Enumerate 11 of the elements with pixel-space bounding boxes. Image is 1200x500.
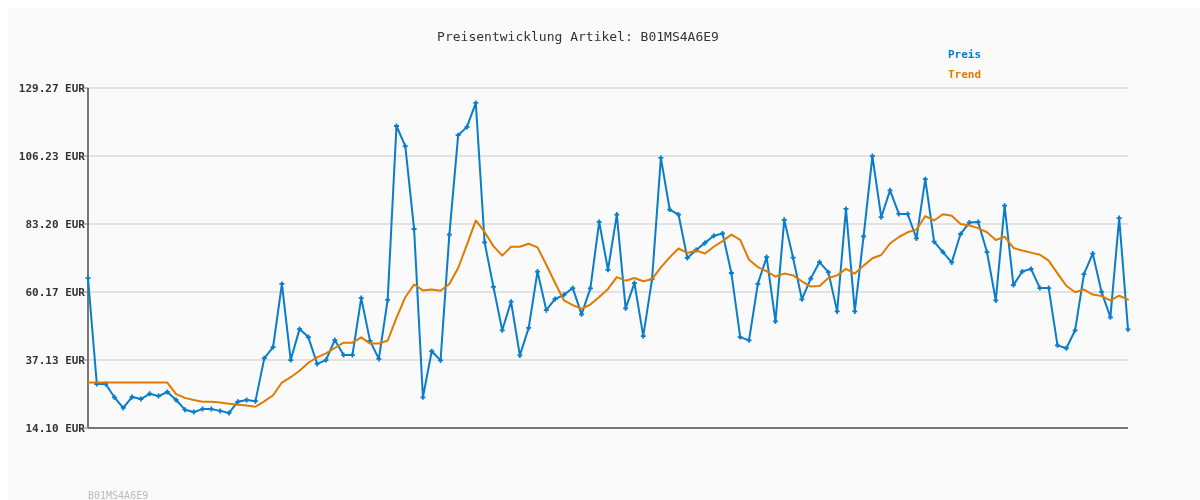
text: Preis [948, 48, 982, 61]
y-tick-label: 129.27 EUR [18, 81, 86, 95]
line-series [87, 213, 1129, 408]
text: Trend [948, 68, 982, 81]
y-tick-label: 83.20 EUR [25, 217, 86, 231]
chart-title: Preisentwicklung Artikel: B01MS4A6E9 [437, 29, 719, 44]
text: B01MS4A6E9 [88, 490, 149, 500]
y-tick-label: 14.10 EUR [25, 421, 86, 435]
y-tick-label: 60.17 EUR [25, 285, 86, 299]
y-tick-label: 37.13 EUR [25, 353, 86, 367]
y-tick-label: 106.23 EUR [18, 149, 86, 163]
